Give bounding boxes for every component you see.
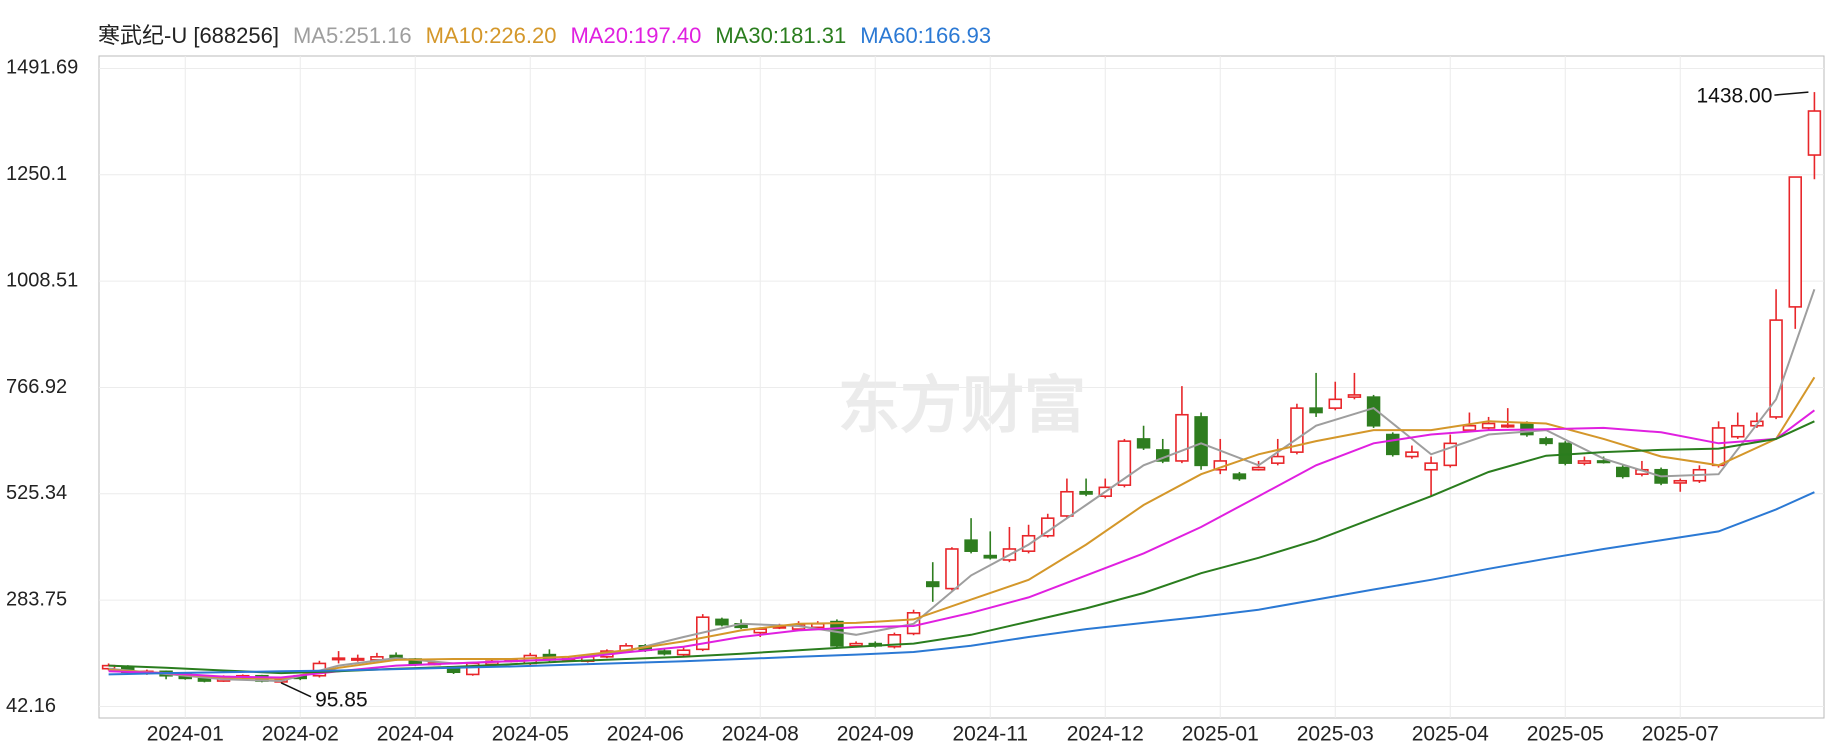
- candle-body: [1788, 176, 1802, 308]
- candle-body: [1290, 407, 1304, 453]
- x-tick-label: 2024-08: [722, 723, 799, 746]
- candle-body: [657, 650, 672, 655]
- candle-body: [331, 657, 346, 661]
- candle-body: [1711, 427, 1726, 467]
- candle-body: [1596, 460, 1611, 464]
- legend-entry: MA30:181.31: [715, 23, 847, 48]
- candle-body: [1405, 451, 1419, 458]
- candle-body: [1175, 413, 1189, 462]
- annotation-line: [280, 682, 312, 698]
- candle-body: [351, 657, 365, 661]
- x-tick-label: 2024-09: [837, 723, 914, 746]
- candle-body: [1079, 490, 1093, 495]
- legend-entry: MA10:226.20: [425, 23, 557, 48]
- candle-body: [1577, 460, 1592, 464]
- x-tick-label: 2024-01: [147, 723, 224, 746]
- candle-body: [1501, 424, 1515, 428]
- annotation-line: [1774, 91, 1809, 96]
- x-tick-label: 2025-04: [1412, 723, 1489, 746]
- candle-body: [197, 678, 212, 682]
- candle-body: [1539, 438, 1553, 445]
- legend: 寒武纪-U [688256] MA5:251.16 MA10:226.20 MA20:…: [98, 18, 1005, 50]
- legend-entry: MA20:197.40: [570, 23, 702, 48]
- x-tick-label: 2024-02: [262, 723, 339, 746]
- ma-line: [108, 288, 1816, 683]
- y-tick-label: 283.75: [6, 588, 67, 610]
- x-tick-label: 2025-05: [1527, 723, 1604, 746]
- candle-body: [945, 548, 959, 590]
- candle-body: [1328, 398, 1342, 409]
- x-tick-label: 2025-01: [1182, 723, 1259, 746]
- candle-body: [676, 649, 691, 656]
- x-tick-label: 2024-11: [952, 723, 1028, 746]
- candle-body: [964, 539, 978, 552]
- candle-body: [1117, 440, 1132, 486]
- candle-body: [887, 634, 902, 648]
- candle-body: [1807, 110, 1822, 156]
- candle-body: [1366, 396, 1381, 427]
- ma-line: [108, 376, 1816, 680]
- candle-body: [1731, 424, 1745, 438]
- candle-body: [1673, 479, 1687, 484]
- annotation-label: 95.85: [315, 688, 368, 711]
- y-tick-label: 1008.51: [6, 269, 78, 291]
- y-tick-label: 1250.1: [6, 163, 67, 185]
- x-tick-label: 2024-05: [492, 723, 569, 746]
- candle-body: [983, 554, 997, 559]
- candle-body: [1194, 416, 1208, 467]
- x-tick-label: 2024-06: [607, 723, 684, 746]
- legend-entry: MA5:251.16: [292, 23, 412, 48]
- candle-body: [1443, 442, 1457, 467]
- x-tick-label: 2025-07: [1642, 723, 1719, 746]
- candle-body: [1309, 407, 1323, 414]
- candle-body: [926, 581, 940, 588]
- candle-body: [1616, 466, 1630, 478]
- ma-line: [108, 491, 1815, 676]
- annotation-label: 1438.00: [1696, 85, 1772, 108]
- candle-body: [715, 618, 729, 626]
- watermark: 东方财富: [838, 371, 1086, 440]
- candle-body: [1424, 462, 1438, 471]
- legend-entry: MA60:166.93: [860, 23, 992, 48]
- x-tick-label: 2025-03: [1297, 723, 1374, 746]
- candle-body: [1347, 394, 1362, 398]
- y-tick-label: 42.16: [6, 695, 56, 717]
- y-tick-label: 766.92: [6, 376, 67, 398]
- y-tick-label: 1491.69: [6, 57, 78, 79]
- candle-body: [1769, 319, 1783, 418]
- candle-body: [1251, 466, 1266, 471]
- y-tick-label: 525.34: [6, 482, 67, 504]
- candle-body: [830, 620, 844, 647]
- x-tick-label: 2024-12: [1067, 723, 1144, 746]
- candle-body: [101, 664, 116, 670]
- candle-body: [1136, 438, 1151, 449]
- candle-body: [1232, 473, 1247, 480]
- candle-body: [1271, 455, 1285, 464]
- candle-body: [1462, 424, 1477, 431]
- ma-line: [108, 409, 1815, 679]
- x-tick-label: 2024-04: [377, 723, 454, 746]
- candle-body: [1481, 422, 1496, 429]
- chart-title: 寒武纪-U [688256]: [98, 23, 279, 48]
- candle-body: [1386, 433, 1400, 456]
- candle-body: [1060, 490, 1074, 517]
